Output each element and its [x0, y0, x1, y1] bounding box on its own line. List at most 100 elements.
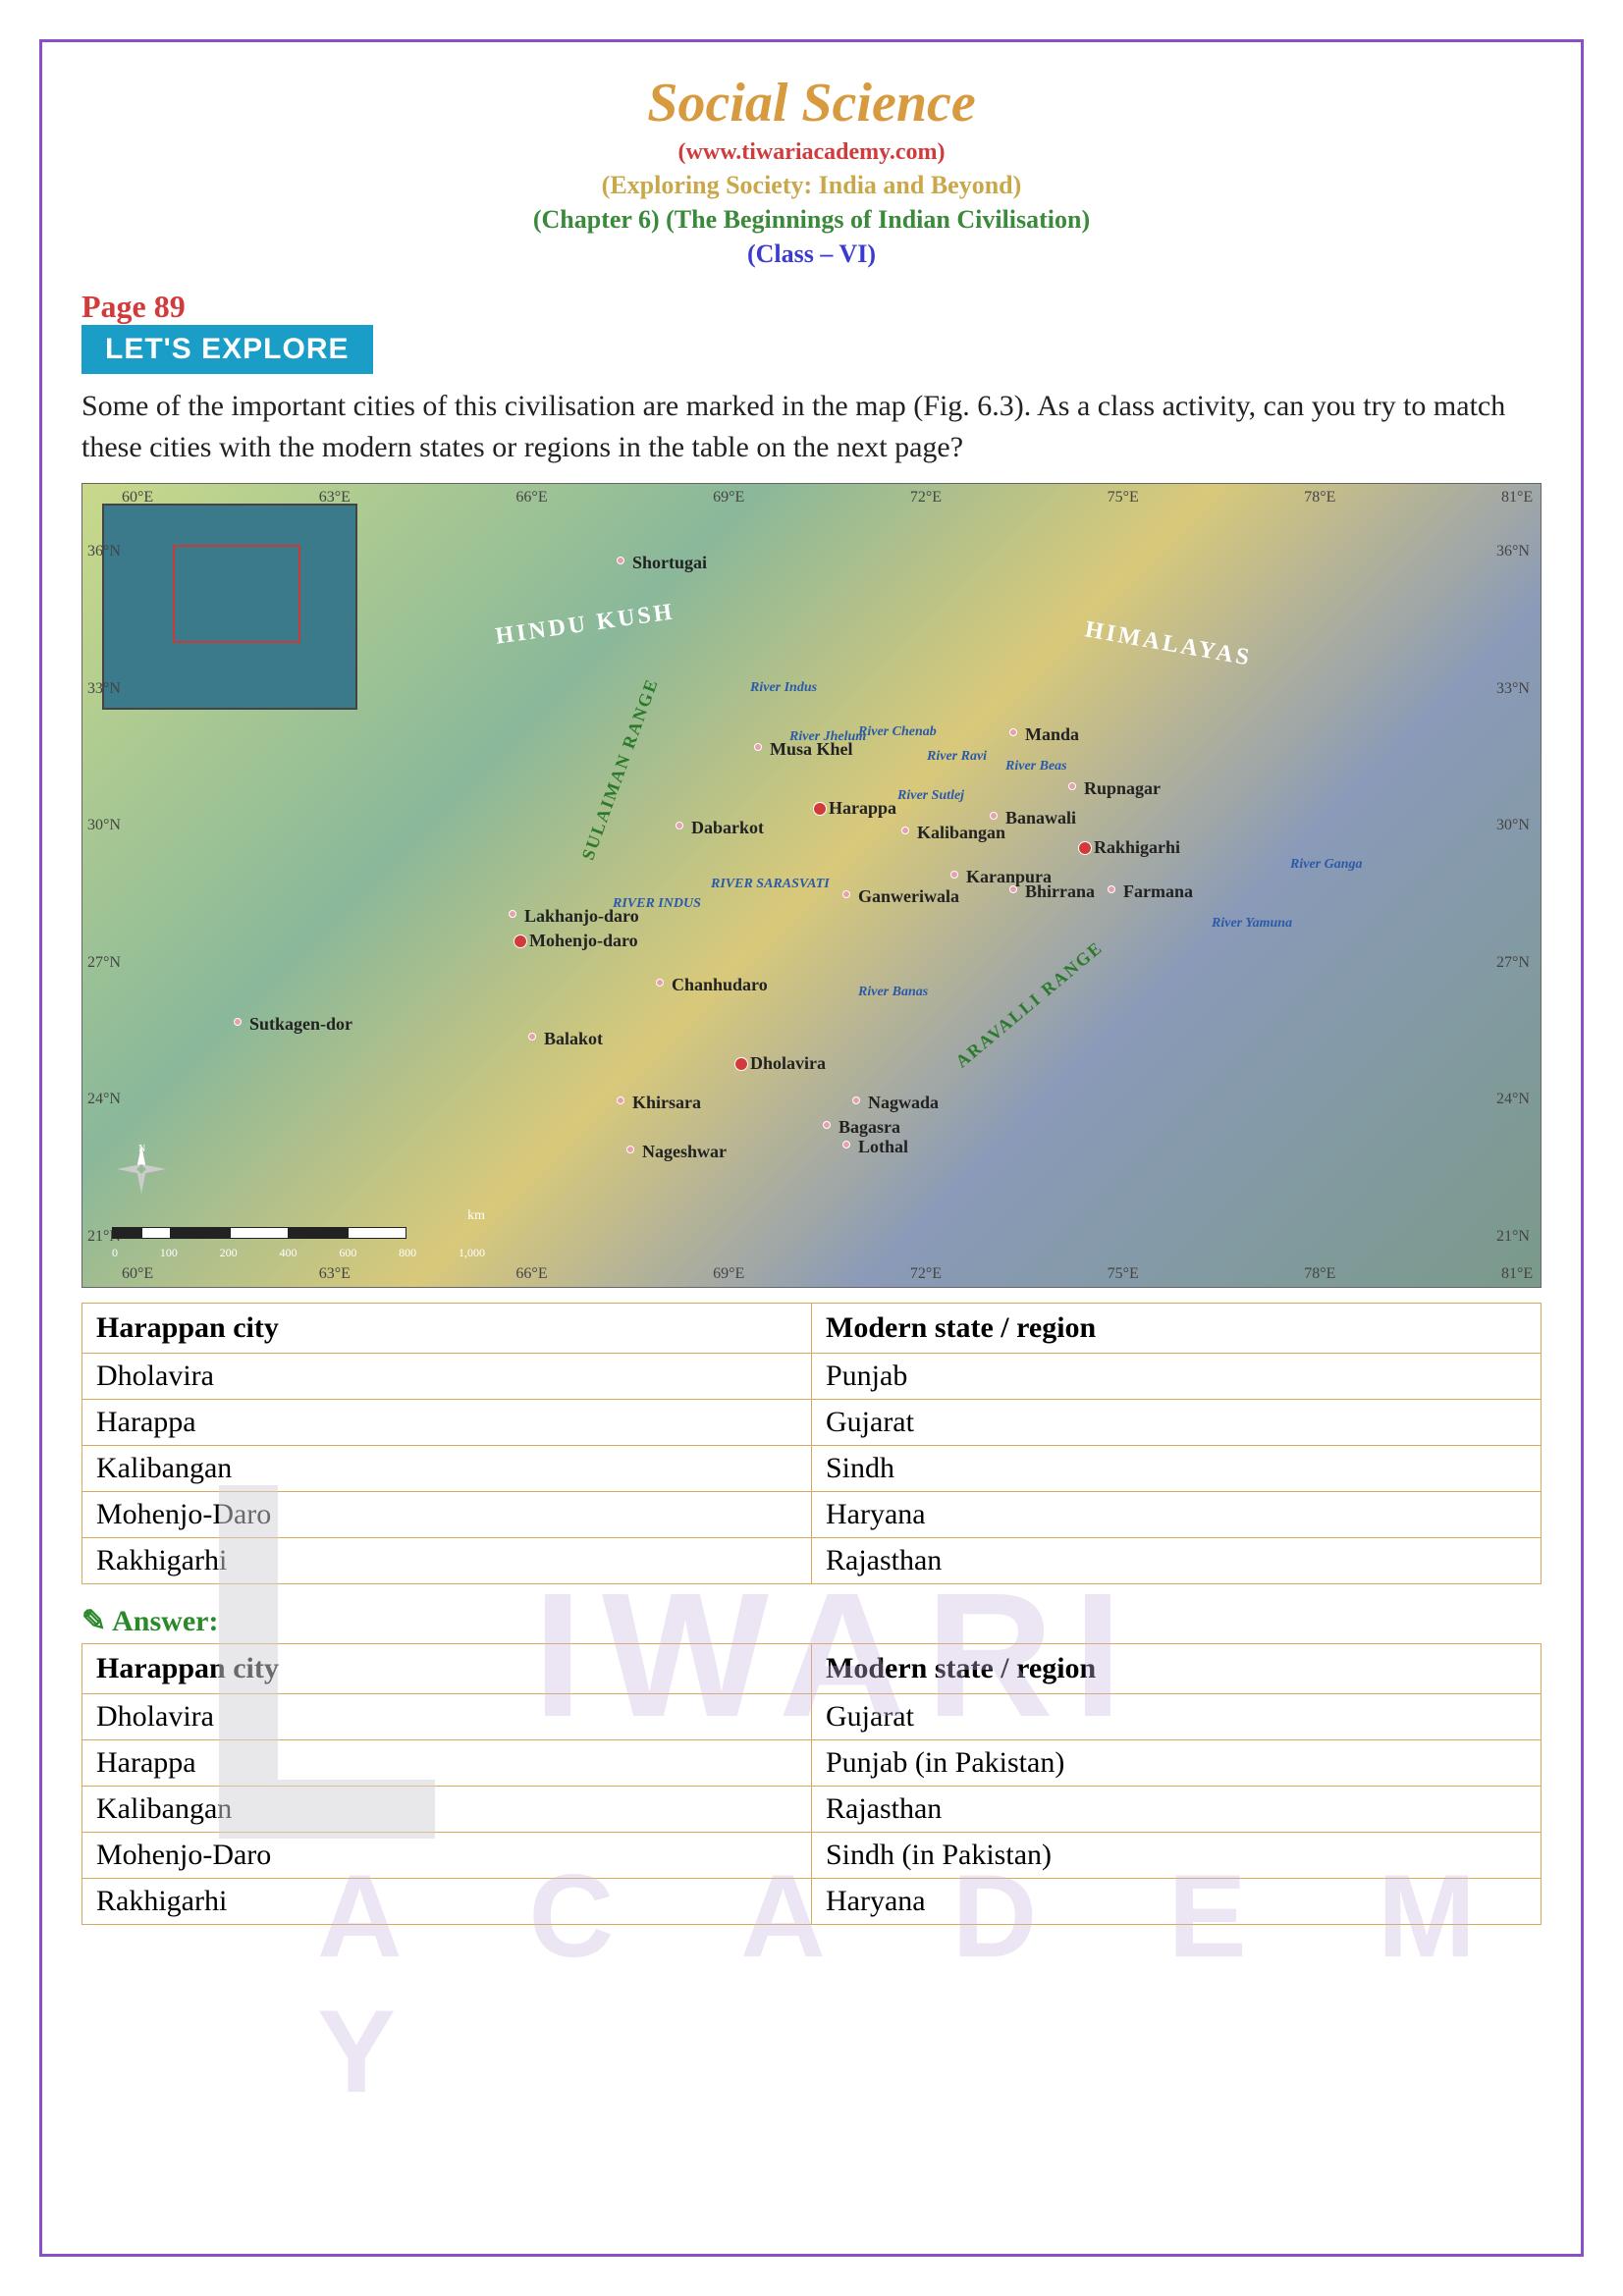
table-cell: Haryana — [812, 1879, 1542, 1925]
city-label: Ganweriwala — [858, 886, 959, 907]
city-label: Mohenjo-daro — [529, 931, 638, 951]
city-marker — [734, 1057, 748, 1071]
map-figure: 60°E60°E63°E63°E66°E66°E69°E69°E72°E72°E… — [81, 483, 1542, 1288]
latitude-label: 36°N — [87, 543, 121, 561]
city-marker — [1108, 885, 1115, 893]
city-marker — [1009, 885, 1017, 893]
table-cell: Rajasthan — [812, 1787, 1542, 1833]
city-label: Sutkagen-dor — [249, 1014, 352, 1035]
mountain-label: HIMALAYAS — [1083, 616, 1254, 671]
city-marker — [813, 802, 827, 816]
table-cell: Haryana — [812, 1492, 1542, 1538]
city-label: Rupnagar — [1084, 778, 1161, 799]
table-cell: Rajasthan — [812, 1538, 1542, 1584]
longitude-label: 60°E — [122, 1265, 153, 1283]
river-label: River Ganga — [1290, 857, 1363, 873]
city-label: Bhirrana — [1025, 881, 1095, 902]
city-label: Lakhanjo-daro — [524, 906, 639, 927]
city-label: Musa Khel — [770, 739, 853, 760]
river-label: River Indus — [750, 680, 817, 696]
table-header: Harappan city — [82, 1304, 812, 1354]
table-cell: Kalibangan — [82, 1446, 812, 1492]
latitude-label: 36°N — [1496, 543, 1530, 561]
longitude-label: 66°E — [515, 489, 547, 507]
longitude-label: 66°E — [515, 1265, 547, 1283]
city-marker — [528, 1033, 536, 1041]
city-marker — [852, 1096, 860, 1104]
subtitle-class: (Class – VI) — [81, 240, 1542, 269]
city-marker — [676, 822, 683, 829]
mountain-label: HINDU KUSH — [494, 599, 676, 650]
document-header: Social Science (www.tiwariacademy.com) (… — [81, 72, 1542, 269]
city-label: Manda — [1025, 724, 1079, 745]
city-label: Banawali — [1005, 808, 1076, 828]
city-label: Chanhudaro — [672, 975, 768, 995]
city-label: Farmana — [1123, 881, 1193, 902]
river-label: River Sutlej — [897, 788, 964, 804]
table-cell: Dholavira — [82, 1694, 812, 1740]
table-row: HarappaPunjab (in Pakistan) — [82, 1740, 1542, 1787]
question-text: Some of the important cities of this civ… — [81, 386, 1542, 468]
city-marker — [1078, 841, 1092, 855]
table-row: Mohenjo-DaroHaryana — [82, 1492, 1542, 1538]
city-marker — [509, 910, 516, 918]
city-marker — [950, 871, 958, 879]
table-row: DholaviraPunjab — [82, 1354, 1542, 1400]
title-main: Social Science — [81, 72, 1542, 134]
latitude-label: 27°N — [1496, 954, 1530, 972]
lets-explore-badge: LET'S EXPLORE — [81, 325, 373, 374]
compass-icon: N — [112, 1140, 171, 1199]
longitude-label: 81°E — [1501, 1265, 1533, 1283]
table-cell: Gujarat — [812, 1694, 1542, 1740]
table-cell: Rakhigarhi — [82, 1879, 812, 1925]
question-table: Harappan cityModern state / regionDholav… — [81, 1303, 1542, 1584]
city-label: Bagasra — [839, 1117, 900, 1138]
city-label: Lothal — [858, 1137, 908, 1157]
latitude-label: 33°N — [87, 680, 121, 698]
table-row: Mohenjo-DaroSindh (in Pakistan) — [82, 1833, 1542, 1879]
latitude-label: 33°N — [1496, 680, 1530, 698]
city-label: Dholavira — [750, 1053, 826, 1074]
website-link[interactable]: (www.tiwariacademy.com) — [81, 139, 1542, 166]
city-marker — [514, 934, 527, 948]
city-label: Nagwada — [868, 1093, 939, 1113]
latitude-label: 30°N — [1496, 817, 1530, 834]
river-label: River Banas — [858, 985, 928, 1000]
table-cell: Harappa — [82, 1400, 812, 1446]
longitude-label: 72°E — [910, 1265, 942, 1283]
river-label: River Chenab — [858, 724, 937, 740]
longitude-label: 75°E — [1108, 1265, 1139, 1283]
latitude-label: 30°N — [87, 817, 121, 834]
city-marker — [626, 1146, 634, 1153]
city-label: Dabarkot — [691, 818, 764, 838]
longitude-label: 63°E — [319, 1265, 351, 1283]
city-marker — [990, 812, 998, 820]
river-label: River Ravi — [927, 749, 987, 765]
latitude-label: 27°N — [87, 954, 121, 972]
city-marker — [823, 1121, 831, 1129]
city-marker — [842, 890, 850, 898]
table-cell: Rakhigarhi — [82, 1538, 812, 1584]
table-row: KalibanganRajasthan — [82, 1787, 1542, 1833]
range-label: ARAVALLI RANGE — [951, 937, 1107, 1072]
table-cell: Punjab — [812, 1354, 1542, 1400]
table-cell: Gujarat — [812, 1400, 1542, 1446]
city-label: Harappa — [829, 798, 896, 819]
river-label: River Yamuna — [1212, 916, 1292, 932]
table-header: Harappan city — [82, 1644, 812, 1694]
city-marker — [1068, 782, 1076, 790]
city-marker — [617, 1096, 624, 1104]
river-label: River Beas — [1005, 759, 1067, 774]
city-marker — [901, 827, 909, 834]
table-row: DholaviraGujarat — [82, 1694, 1542, 1740]
longitude-label: 75°E — [1108, 489, 1139, 507]
city-label: Nageshwar — [642, 1142, 727, 1162]
subtitle-chapter: (Chapter 6) (The Beginnings of Indian Ci… — [81, 205, 1542, 235]
longitude-label: 81°E — [1501, 489, 1533, 507]
city-label: Balakot — [544, 1029, 603, 1049]
svg-text:N: N — [138, 1144, 145, 1154]
table-row: KalibanganSindh — [82, 1446, 1542, 1492]
table-cell: Mohenjo-Daro — [82, 1833, 812, 1879]
river-label: RIVER SARASVATI — [711, 877, 830, 892]
city-label: Rakhigarhi — [1094, 837, 1180, 858]
